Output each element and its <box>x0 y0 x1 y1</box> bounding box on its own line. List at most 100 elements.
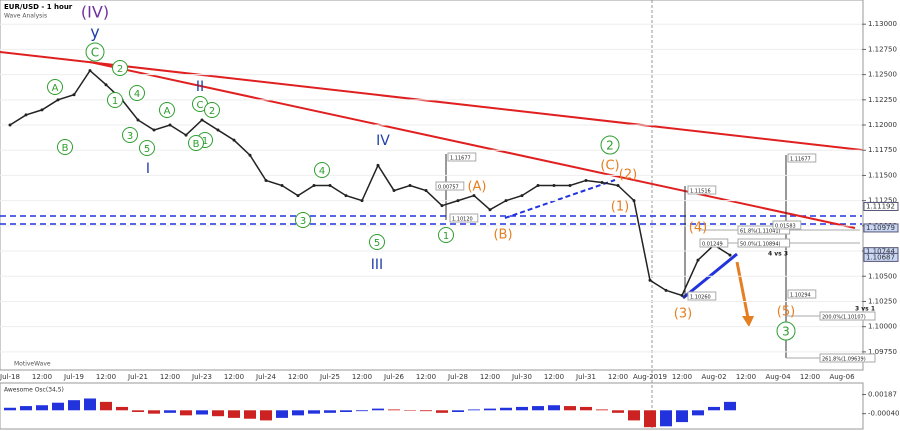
osc-bar <box>20 406 32 411</box>
wave-circle <box>159 102 175 118</box>
label-box <box>449 213 479 223</box>
wave-label: (C) <box>600 159 619 174</box>
osc-bar <box>612 410 624 413</box>
x-tick-label: Jul-23 <box>191 373 212 381</box>
wave-label: B <box>193 139 200 150</box>
label-box <box>772 220 802 230</box>
price-point <box>536 184 540 188</box>
wave-circle <box>369 234 385 250</box>
wave-circle <box>204 102 220 118</box>
price-point <box>504 199 508 203</box>
osc-bar <box>292 410 304 416</box>
label-box <box>447 152 477 162</box>
price-point <box>568 184 572 188</box>
osc-bar <box>36 405 48 411</box>
watermark: MotiveWave <box>14 361 51 368</box>
osc-bar <box>516 406 528 411</box>
price-point <box>344 194 348 198</box>
label-box <box>787 153 817 163</box>
y-tick-label: 1.10000 <box>868 323 897 331</box>
label-box <box>687 291 717 301</box>
label-box <box>435 181 465 191</box>
osc-bar <box>84 398 96 411</box>
price-point <box>312 184 316 188</box>
osc-bar <box>484 408 496 411</box>
y-tick-label: 1.10500 <box>868 272 897 280</box>
price-marker <box>863 223 899 233</box>
osc-bar <box>340 410 352 412</box>
price-line <box>9 69 731 297</box>
x-tick-label: 12:00 <box>352 373 372 381</box>
label-box <box>737 225 791 235</box>
wave-label: (5) <box>777 305 795 320</box>
x-tick-label: 12:00 <box>736 373 756 381</box>
price-point <box>376 163 380 167</box>
osc-bar <box>628 410 640 421</box>
label-box <box>819 353 876 363</box>
x-tick-label: 12:00 <box>672 373 692 381</box>
price-point <box>104 83 108 87</box>
price-marker-label: 1.10687 <box>866 253 895 261</box>
osc-bar <box>452 410 464 412</box>
x-tick-label: Aug-2019 <box>633 373 667 381</box>
osc-bar <box>228 410 240 418</box>
price-point <box>232 138 236 142</box>
wave-label: A <box>164 106 171 117</box>
label-box <box>787 289 817 299</box>
price-point <box>424 189 428 193</box>
wave-label: 50.0%(1.10894) <box>740 242 781 248</box>
y-tick-label: 0.00187 <box>868 391 897 399</box>
x-tick-label: Aug-04 <box>765 373 791 381</box>
x-tick-label: Jul-28 <box>447 373 468 381</box>
x-tick-label: 12:00 <box>800 373 820 381</box>
osc-bar <box>164 410 176 413</box>
osc-bar <box>324 410 336 413</box>
wave-label: 2 <box>117 64 123 75</box>
osc-bar <box>244 410 256 419</box>
price-point <box>248 153 252 157</box>
osc-bar <box>724 401 736 411</box>
wave-label: 1.10120 <box>452 217 473 223</box>
osc-bar <box>532 406 544 411</box>
wave-label: 1.11677 <box>790 157 811 163</box>
wave-label: C <box>91 46 99 60</box>
wave-label: 0.01249 <box>702 242 723 248</box>
y-tick-label: 1.12000 <box>868 121 897 129</box>
y-tick-label: 1.12750 <box>868 45 897 53</box>
wave-circle <box>122 127 138 143</box>
price-point <box>440 204 444 208</box>
wave-label: 3 vs 1 <box>855 306 875 313</box>
wave-label: y <box>90 23 99 42</box>
wave-label: 0.00757 <box>438 185 459 191</box>
price-point <box>648 278 652 282</box>
wave-label: 5 <box>144 144 150 155</box>
x-tick-label: Aug-06 <box>829 373 855 381</box>
wave-label: 2 <box>209 106 215 117</box>
price-point <box>520 194 524 198</box>
price-marker <box>863 252 899 262</box>
wave-label: (4) <box>689 221 707 236</box>
price-point <box>24 113 28 117</box>
osc-bar <box>692 410 704 416</box>
osc-bar <box>180 410 192 416</box>
wedge-line <box>504 179 616 219</box>
wave-circle <box>188 135 204 151</box>
price-point <box>216 128 220 132</box>
wave-label: 4 <box>319 166 325 177</box>
osc-bar <box>276 410 288 418</box>
label-box <box>819 311 876 321</box>
y-tick-label: 1.13000 <box>868 20 897 28</box>
x-tick-label: 12:00 <box>608 373 628 381</box>
osc-bar <box>148 410 160 414</box>
price-point <box>88 69 92 73</box>
wave-label: (B) <box>493 228 512 243</box>
wave-label: A <box>52 83 59 94</box>
price-point <box>664 288 668 292</box>
osc-bar <box>212 410 224 417</box>
wave-label: IV <box>376 133 390 149</box>
wave-circle <box>129 85 145 101</box>
wave-circle <box>139 140 155 156</box>
osc-bar <box>52 402 64 411</box>
price-point <box>328 184 332 188</box>
